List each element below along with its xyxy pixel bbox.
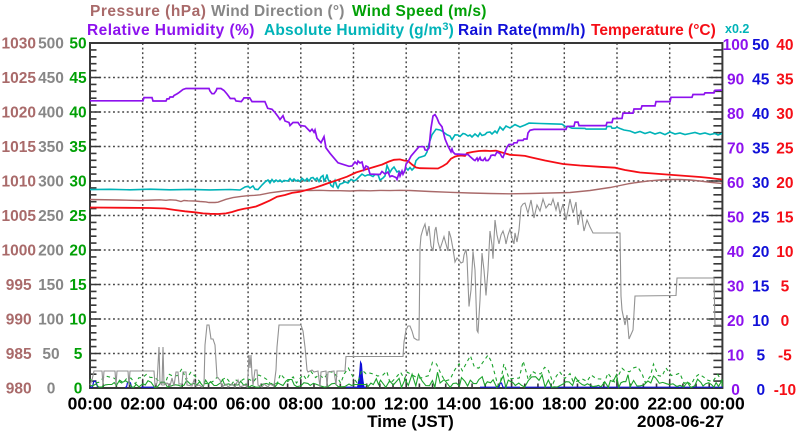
svg-text:20: 20 xyxy=(69,243,86,260)
svg-text:-10: -10 xyxy=(774,382,796,399)
svg-text:70: 70 xyxy=(727,141,744,158)
svg-text:Temperature (°C): Temperature (°C) xyxy=(591,22,716,39)
svg-text:60: 60 xyxy=(727,175,744,192)
svg-text:200: 200 xyxy=(38,243,64,260)
svg-text:Time (JST): Time (JST) xyxy=(367,412,454,431)
svg-text:18:00: 18:00 xyxy=(542,394,587,414)
svg-text:04:00: 04:00 xyxy=(173,394,218,414)
svg-text:30: 30 xyxy=(727,279,744,296)
svg-text:150: 150 xyxy=(38,277,64,294)
svg-text:30: 30 xyxy=(776,106,793,123)
svg-text:10: 10 xyxy=(776,244,793,261)
svg-text:40: 40 xyxy=(752,106,769,123)
svg-text:250: 250 xyxy=(38,208,64,225)
svg-text:08:00: 08:00 xyxy=(278,394,323,414)
svg-text:995: 995 xyxy=(6,277,32,294)
svg-text:1010: 1010 xyxy=(1,174,35,191)
svg-text:100: 100 xyxy=(723,37,749,54)
svg-text:980: 980 xyxy=(6,381,32,398)
svg-text:0: 0 xyxy=(756,382,765,399)
svg-text:50: 50 xyxy=(727,210,744,227)
svg-text:20:00: 20:00 xyxy=(595,394,640,414)
svg-text:15: 15 xyxy=(776,210,794,227)
svg-text:50: 50 xyxy=(69,36,86,53)
svg-text:90: 90 xyxy=(727,72,744,89)
svg-text:400: 400 xyxy=(38,105,64,122)
svg-text:985: 985 xyxy=(6,346,32,363)
svg-text:20: 20 xyxy=(752,244,769,261)
svg-text:40: 40 xyxy=(776,37,793,54)
svg-text:1000: 1000 xyxy=(1,243,35,260)
svg-text:450: 450 xyxy=(38,70,64,87)
svg-text:25: 25 xyxy=(776,141,794,158)
svg-text:500: 500 xyxy=(38,36,64,53)
svg-text:14:00: 14:00 xyxy=(437,394,482,414)
svg-text:10: 10 xyxy=(727,348,744,365)
svg-text:00:00: 00:00 xyxy=(700,394,745,414)
svg-text:1025: 1025 xyxy=(1,70,36,87)
svg-text:Wind Speed (m/s): Wind Speed (m/s) xyxy=(352,3,487,20)
svg-text:35: 35 xyxy=(752,141,770,158)
svg-text:06:00: 06:00 xyxy=(226,394,271,414)
svg-text:35: 35 xyxy=(776,72,794,89)
svg-text:1015: 1015 xyxy=(1,139,36,156)
svg-text:10: 10 xyxy=(752,313,769,330)
svg-text:Pressure (hPa): Pressure (hPa) xyxy=(90,3,206,20)
svg-text:35: 35 xyxy=(69,139,87,156)
svg-text:16:00: 16:00 xyxy=(489,394,534,414)
svg-text:Relative Humidity (%): Relative Humidity (%) xyxy=(87,22,255,39)
svg-text:1030: 1030 xyxy=(1,36,35,53)
svg-text:5: 5 xyxy=(756,348,765,365)
svg-text:22:00: 22:00 xyxy=(647,394,692,414)
svg-text:30: 30 xyxy=(752,175,769,192)
svg-text:15: 15 xyxy=(69,277,87,294)
svg-text:10: 10 xyxy=(69,312,86,329)
svg-text:00:00: 00:00 xyxy=(68,394,113,414)
svg-text:350: 350 xyxy=(38,139,64,156)
svg-text:12:00: 12:00 xyxy=(384,394,429,414)
svg-text:02:00: 02:00 xyxy=(120,394,165,414)
svg-text:0: 0 xyxy=(74,381,83,398)
svg-text:990: 990 xyxy=(6,312,32,329)
svg-text:40: 40 xyxy=(727,244,744,261)
svg-text:20: 20 xyxy=(727,313,744,330)
svg-text:50: 50 xyxy=(752,37,769,54)
svg-text:x0.2: x0.2 xyxy=(725,22,749,36)
svg-text:15: 15 xyxy=(752,279,770,296)
svg-text:0: 0 xyxy=(47,381,56,398)
svg-text:1020: 1020 xyxy=(1,105,35,122)
svg-text:45: 45 xyxy=(69,70,87,87)
svg-text:5: 5 xyxy=(74,346,83,363)
svg-text:5: 5 xyxy=(781,279,790,296)
svg-text:25: 25 xyxy=(752,210,770,227)
svg-text:-5: -5 xyxy=(778,348,792,365)
svg-text:1005: 1005 xyxy=(1,208,36,225)
svg-text:0: 0 xyxy=(781,313,790,330)
svg-text:2008-06-27: 2008-06-27 xyxy=(637,412,724,431)
svg-text:0: 0 xyxy=(731,382,740,399)
svg-text:100: 100 xyxy=(38,312,64,329)
svg-text:40: 40 xyxy=(69,105,86,122)
svg-text:50: 50 xyxy=(42,346,59,363)
svg-text:25: 25 xyxy=(69,208,87,225)
svg-text:20: 20 xyxy=(776,175,793,192)
svg-text:30: 30 xyxy=(69,174,86,191)
svg-text:Absolute Humidity (g/m3): Absolute Humidity (g/m3) xyxy=(264,21,454,39)
svg-text:10:00: 10:00 xyxy=(331,394,376,414)
svg-text:Rain Rate(mm/h): Rain Rate(mm/h) xyxy=(458,22,586,39)
svg-text:Wind Direction (°): Wind Direction (°) xyxy=(211,3,345,20)
svg-text:300: 300 xyxy=(38,174,64,191)
svg-text:80: 80 xyxy=(727,106,744,123)
svg-text:45: 45 xyxy=(752,72,770,89)
